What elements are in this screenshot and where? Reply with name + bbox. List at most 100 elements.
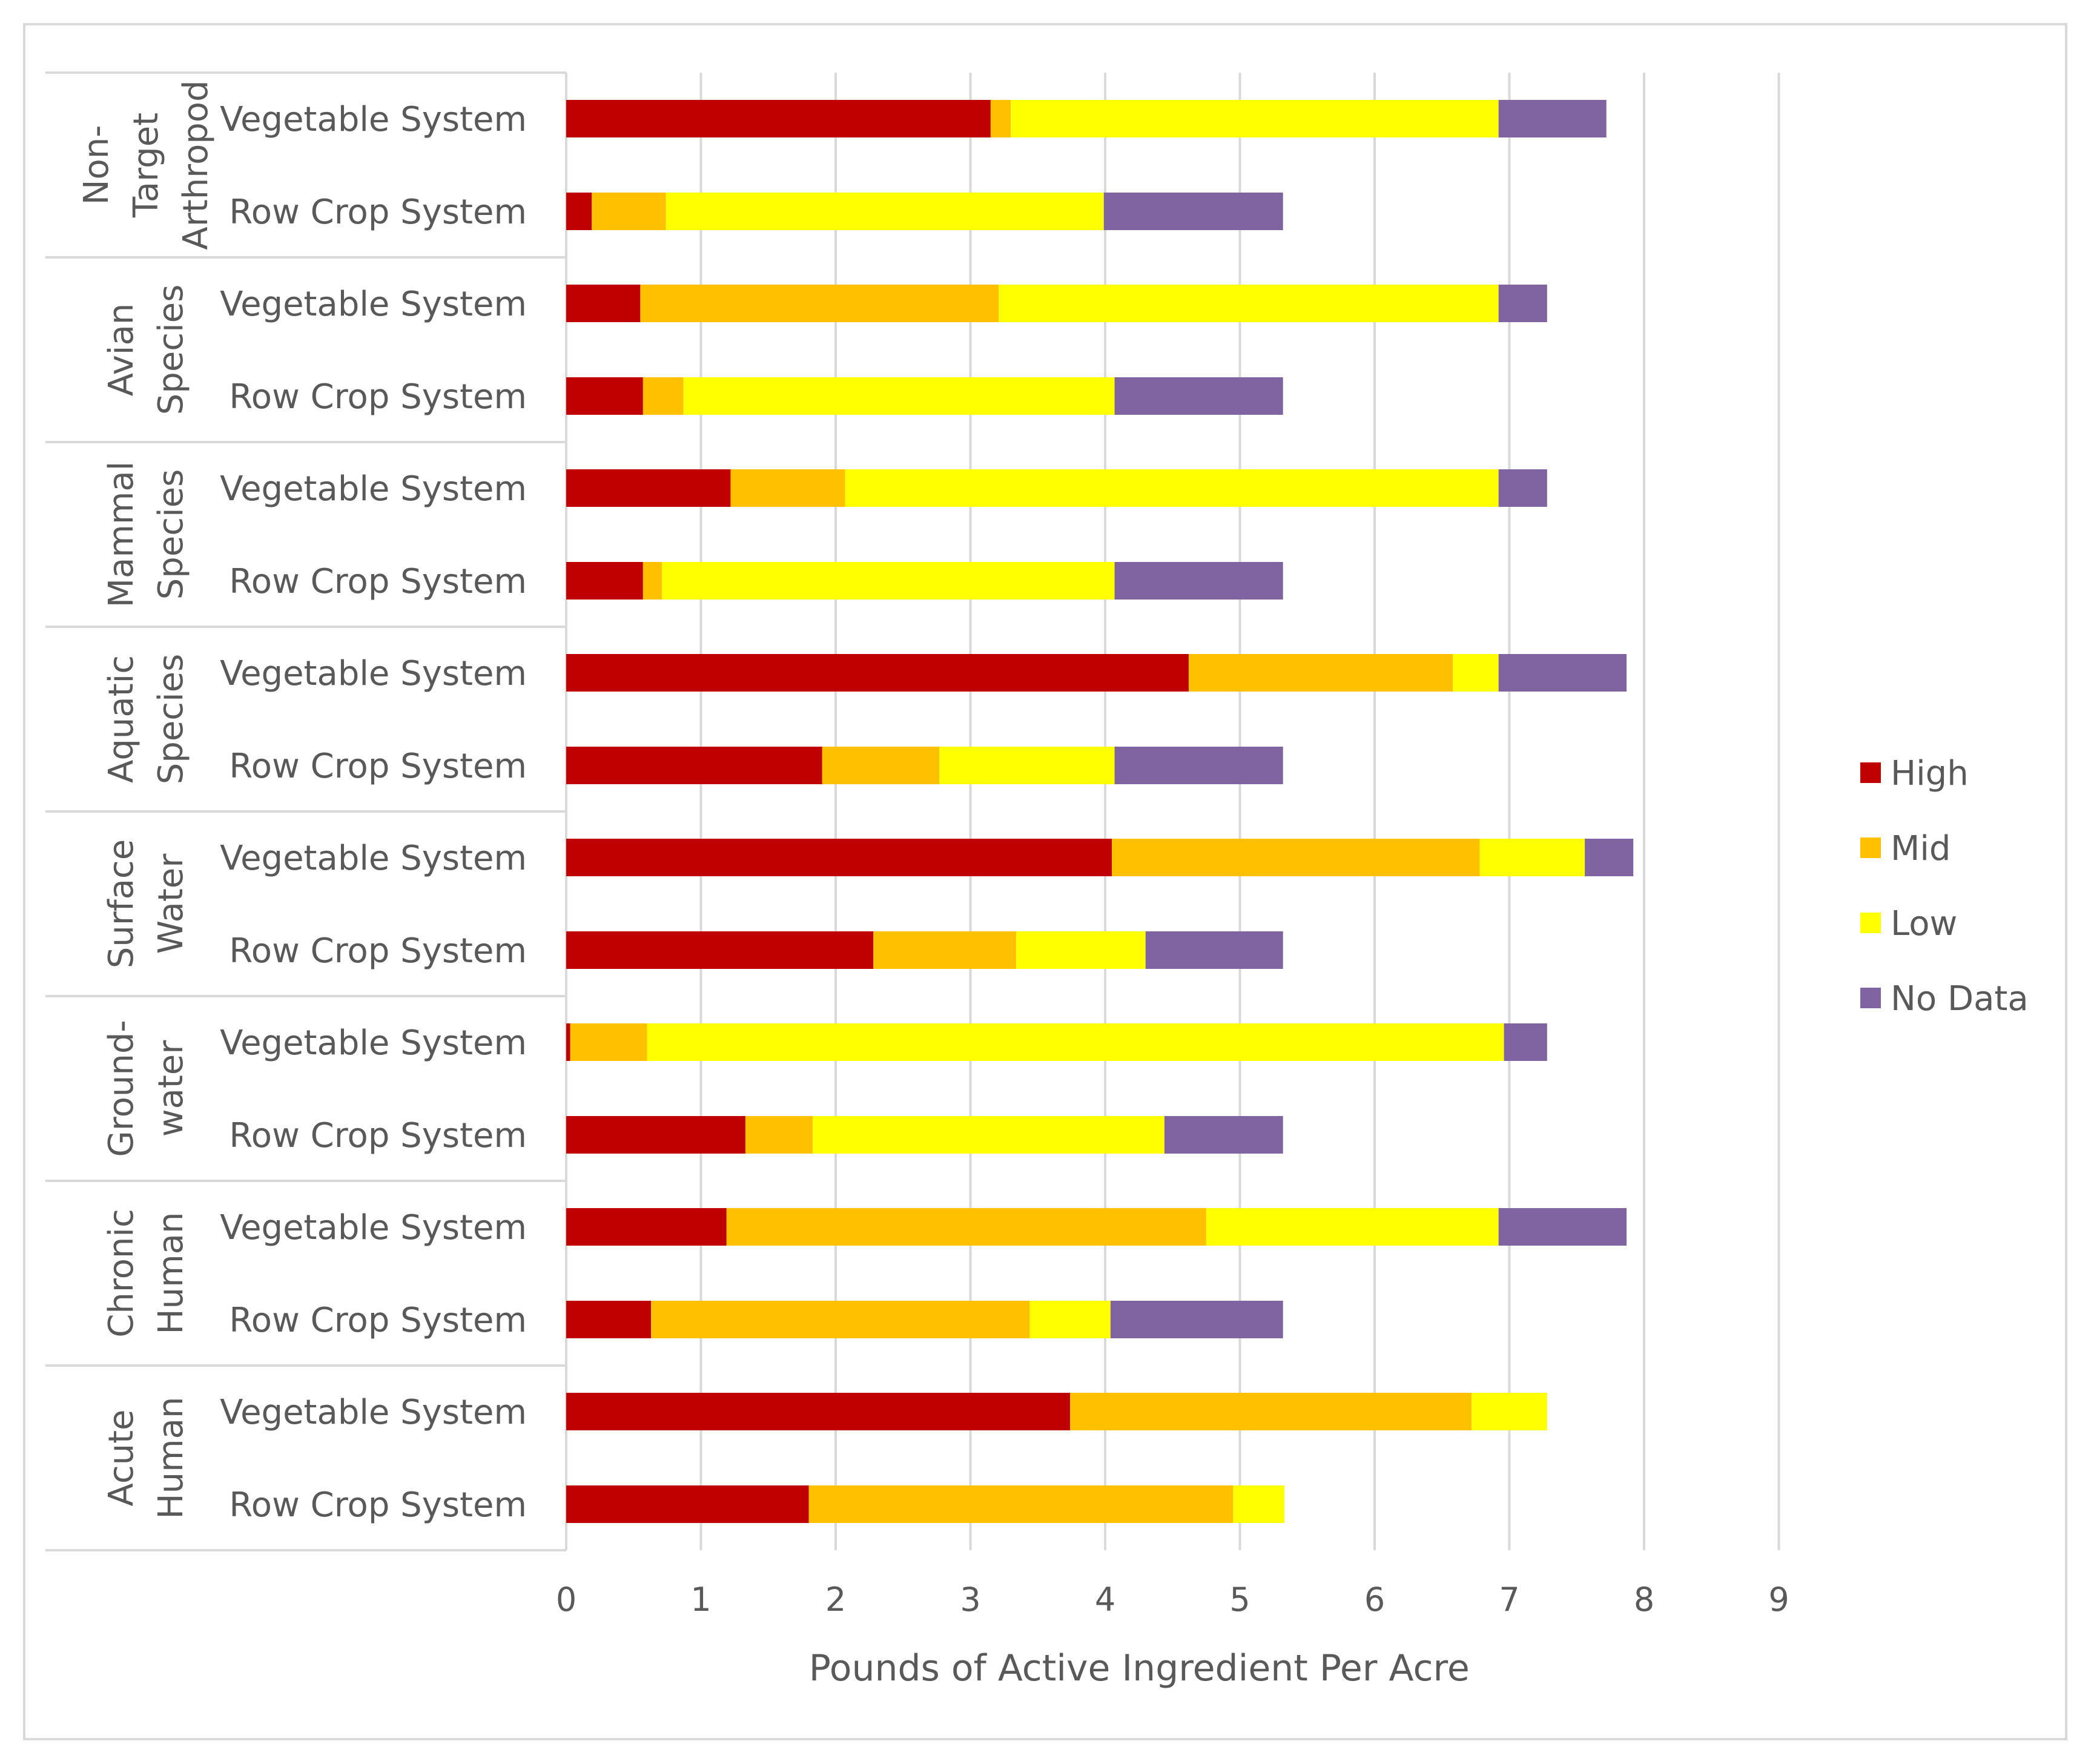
bar-segment-high — [566, 1116, 745, 1154]
row-label: Row Crop System — [229, 1301, 527, 1340]
group-label: Aquatic Species — [102, 654, 191, 785]
group-label-line: Ground- — [102, 1020, 141, 1157]
bar-segment-mid — [640, 285, 999, 322]
group-label-line: Water — [151, 853, 191, 954]
bar-segment-high — [566, 285, 641, 322]
bar-segment-low — [1472, 1393, 1547, 1430]
legend-swatch-mid — [1860, 837, 1881, 858]
bar-segment-mid — [726, 1208, 1206, 1246]
bar-segment-mid — [745, 1116, 813, 1154]
bar-segment-low — [661, 562, 1115, 600]
group-label: Surface Water — [102, 839, 191, 968]
group-label-line: Mammal — [102, 461, 141, 608]
bar-segment-low — [813, 1116, 1164, 1154]
bar-segment-low — [1233, 1485, 1284, 1523]
row-label: Row Crop System — [229, 1116, 527, 1155]
bar-segment-high — [566, 1301, 652, 1338]
bar-segment-mid — [990, 100, 1011, 137]
group-label: Non- Target Arthropod — [77, 80, 216, 249]
bar-segment-no-data — [1103, 193, 1283, 230]
group-label-line: Human — [151, 1397, 191, 1519]
row-label: Vegetable System — [220, 100, 527, 139]
bar-segment-low — [1011, 100, 1499, 137]
legend-label: Low — [1891, 904, 1957, 943]
group-label-line: Arthropod — [176, 80, 216, 249]
row-label: Vegetable System — [220, 1208, 527, 1247]
bar-segment-high — [566, 931, 874, 969]
bar-segment-mid — [822, 747, 940, 784]
bar-segment-low — [1206, 1208, 1499, 1246]
x-tick-label: 8 — [1634, 1581, 1654, 1619]
legend-label: High — [1891, 754, 1969, 793]
group-label: Avian Species — [102, 285, 191, 415]
bar-segment-low — [666, 193, 1104, 230]
bar-segment-mid — [592, 193, 666, 230]
bar-segment-mid — [1070, 1393, 1472, 1430]
row-label: Row Crop System — [229, 747, 527, 786]
bar-segment-low — [683, 377, 1115, 415]
bar-segment-high — [566, 1023, 570, 1061]
group-label-line: Chronic — [102, 1209, 141, 1338]
bar-segment-no-data — [1110, 1301, 1283, 1338]
bar-segment-no-data — [1498, 469, 1547, 507]
group-label-line: Aquatic — [102, 655, 141, 783]
bar-segment-high — [566, 1208, 727, 1246]
group-label-line: Acute — [102, 1409, 141, 1506]
bar-segment-no-data — [1585, 839, 1634, 876]
row-label: Row Crop System — [229, 562, 527, 601]
legend-swatch-low — [1860, 913, 1881, 933]
x-tick-label: 3 — [960, 1581, 980, 1619]
group-label: Chronic Human — [102, 1209, 191, 1338]
legend-swatch-no-data — [1860, 988, 1881, 1008]
bar-segment-mid — [808, 1485, 1234, 1523]
bar-segment-mid — [570, 1023, 647, 1061]
bar-segment-no-data — [1114, 562, 1283, 600]
x-tick-label: 4 — [1095, 1581, 1115, 1619]
group-label: Ground-water — [102, 1020, 191, 1157]
bar-segment-high — [566, 654, 1189, 692]
row-label: Row Crop System — [229, 1485, 527, 1525]
bar-segment-mid — [642, 562, 662, 600]
bar-segment-high — [566, 377, 643, 415]
row-label: Vegetable System — [220, 1393, 527, 1432]
bar-segment-low — [939, 747, 1115, 784]
bar-segment-high — [566, 1393, 1071, 1430]
group-label-line: Species — [151, 654, 191, 785]
group-label-line: water — [151, 1040, 191, 1137]
x-tick-label: 5 — [1229, 1581, 1250, 1619]
bar-segment-no-data — [1114, 747, 1283, 784]
bar-segment-no-data — [1498, 100, 1607, 137]
bar-segment-no-data — [1164, 1116, 1283, 1154]
group-label: Mammal Species — [102, 461, 191, 608]
bar-segment-high — [566, 193, 592, 230]
bar-segment-low — [999, 285, 1499, 322]
x-axis-title: Pounds of Active Ingredient Per Acre — [809, 1647, 1470, 1690]
bar-segment-mid — [651, 1301, 1030, 1338]
group-label-line: Species — [151, 285, 191, 415]
row-label: Vegetable System — [220, 1023, 527, 1063]
bar-segment-high — [566, 562, 643, 600]
x-tick-label: 6 — [1364, 1581, 1385, 1619]
bar-segment-no-data — [1498, 1208, 1627, 1246]
x-tick-label: 0 — [556, 1581, 576, 1619]
group-label-line: Surface — [102, 839, 141, 968]
bar-segment-low — [1016, 931, 1146, 969]
x-tick-label: 1 — [690, 1581, 711, 1619]
bar-segment-high — [566, 100, 991, 137]
bar-segment-no-data — [1498, 285, 1547, 322]
legend-label: No Data — [1891, 979, 2029, 1019]
bar-segment-mid — [642, 377, 684, 415]
legend-label: Mid — [1891, 829, 1951, 868]
bar-segment-no-data — [1145, 931, 1283, 969]
legend-swatch-high — [1860, 762, 1881, 783]
group-label-line: Human — [151, 1212, 191, 1335]
row-label: Row Crop System — [229, 377, 527, 417]
bar-segment-no-data — [1504, 1023, 1547, 1061]
bar-segment-mid — [873, 931, 1017, 969]
row-label: Vegetable System — [220, 469, 527, 509]
bar-segment-low — [1453, 654, 1499, 692]
bar-segment-high — [566, 747, 822, 784]
x-tick-label: 9 — [1768, 1581, 1789, 1619]
bar-segment-low — [1479, 839, 1585, 876]
group-label: Acute Human — [102, 1397, 191, 1519]
